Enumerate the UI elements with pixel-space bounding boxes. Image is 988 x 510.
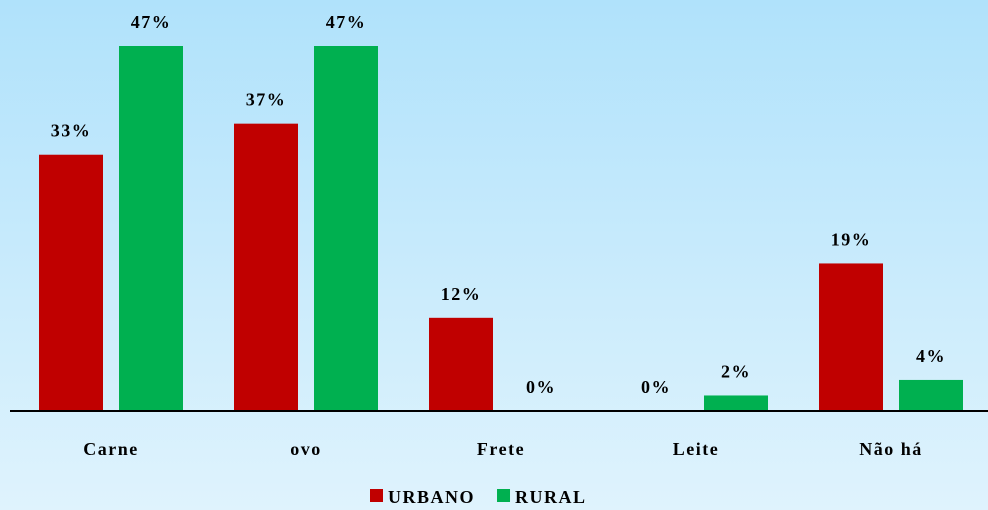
bar: [314, 46, 378, 411]
x-tick-label: Leite: [673, 439, 719, 459]
x-tick-label: ovo: [290, 439, 322, 459]
x-tick-label: Frete: [477, 439, 525, 459]
bar: [899, 379, 963, 411]
bar: [234, 123, 298, 411]
data-label: 0%: [526, 377, 556, 397]
data-label: 4%: [916, 346, 946, 366]
x-tick-label: Não há: [859, 439, 923, 459]
bar: [39, 154, 103, 412]
bar: [429, 317, 493, 411]
data-label: 19%: [831, 229, 872, 249]
legend-label: URBANO: [388, 487, 475, 507]
bar: [819, 263, 883, 411]
data-label: 33%: [51, 121, 92, 141]
data-label: 37%: [246, 90, 287, 110]
legend-swatch: [497, 489, 511, 502]
data-label: 12%: [441, 284, 482, 304]
bar: [704, 395, 768, 411]
data-label: 47%: [326, 12, 367, 32]
bar: [119, 46, 183, 411]
data-label: 0%: [641, 377, 671, 397]
x-tick-label: Carne: [83, 439, 139, 459]
data-label: 47%: [131, 12, 172, 32]
data-label: 2%: [721, 361, 751, 381]
legend-label: RURAL: [515, 487, 587, 507]
legend-swatch: [370, 489, 383, 502]
